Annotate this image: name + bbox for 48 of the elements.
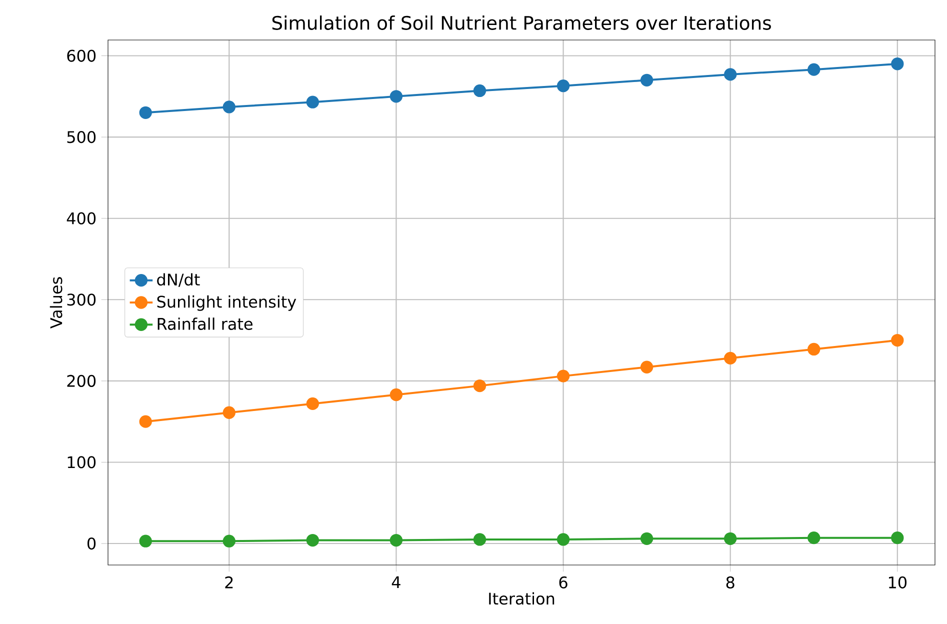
point bbox=[222, 406, 236, 419]
point bbox=[556, 80, 570, 92]
y-tick-label: 0 bbox=[87, 537, 96, 550]
point bbox=[473, 533, 486, 546]
point bbox=[473, 84, 486, 98]
y-tick-label: 300 bbox=[67, 294, 96, 306]
point bbox=[724, 532, 737, 545]
point bbox=[390, 90, 403, 103]
x-tick-label: 2 bbox=[225, 576, 233, 588]
point bbox=[390, 534, 403, 547]
point bbox=[473, 379, 486, 392]
point bbox=[139, 534, 152, 548]
y-tick-label: 500 bbox=[67, 131, 96, 144]
y-tick-label: 600 bbox=[67, 50, 96, 62]
point bbox=[139, 415, 152, 428]
chart-title: Simulation of Soil Nutrient Parameters over Iterations bbox=[272, 16, 771, 30]
point bbox=[640, 532, 654, 545]
point bbox=[306, 534, 319, 547]
x-tick-label: 6 bbox=[559, 576, 568, 588]
y-tick-label: 400 bbox=[66, 212, 96, 224]
point bbox=[306, 96, 319, 108]
point bbox=[808, 63, 820, 76]
x-tick-label: 10 bbox=[888, 576, 907, 588]
point bbox=[808, 342, 820, 356]
point bbox=[222, 534, 236, 548]
point bbox=[891, 532, 904, 544]
point bbox=[640, 74, 654, 86]
point bbox=[891, 58, 904, 70]
point bbox=[222, 100, 236, 114]
point bbox=[891, 334, 904, 347]
point bbox=[724, 68, 737, 81]
point bbox=[306, 397, 319, 410]
y-tick-label: 100 bbox=[68, 456, 96, 468]
point bbox=[556, 533, 570, 546]
y-tick-label: 200 bbox=[67, 374, 96, 387]
legend-label: dN/dt bbox=[157, 273, 200, 287]
point bbox=[390, 388, 403, 402]
point bbox=[640, 360, 654, 374]
point bbox=[808, 532, 820, 544]
x-tick-label: 4 bbox=[392, 576, 400, 588]
legend-label: Rainfall rate bbox=[158, 318, 252, 330]
point bbox=[139, 106, 152, 119]
point bbox=[724, 352, 737, 365]
x-axis-title: Iteration bbox=[489, 592, 554, 605]
x-tick-label: 8 bbox=[726, 576, 734, 588]
legend-label: Sunlight intensity bbox=[157, 295, 296, 311]
y-axis-title: Values bbox=[50, 277, 62, 328]
point bbox=[556, 370, 570, 382]
